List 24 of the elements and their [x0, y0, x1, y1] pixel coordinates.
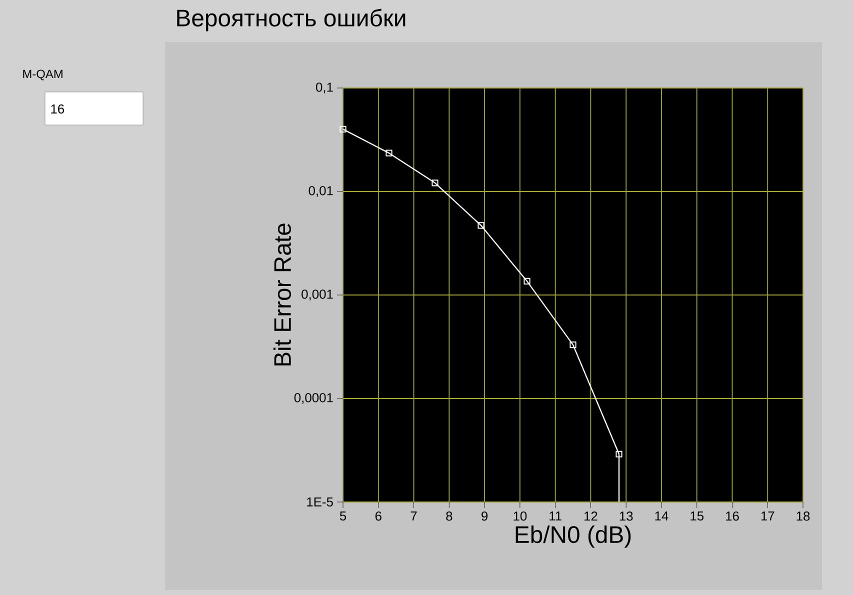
x-tick-label: 5 [340, 512, 346, 521]
y-tick-label: 0,0001 [294, 393, 333, 404]
y-tick-label: 1E-5 [307, 497, 333, 507]
y-axis-title: Bit Error Rate [273, 224, 292, 366]
x-tick-label: 13 [620, 512, 633, 521]
x-tick-label: 10 [514, 512, 527, 521]
x-tick-label: 18 [796, 512, 810, 521]
x-tick-label: 9 [482, 512, 488, 521]
x-tick-label: 6 [375, 512, 382, 521]
y-tick-label: 0,01 [308, 186, 333, 197]
x-tick-label: 12 [584, 512, 598, 521]
x-tick-label: 17 [761, 512, 774, 520]
x-axis-title: Eb/N0 (dB) [516, 526, 631, 548]
x-tick-label: 11 [550, 512, 562, 520]
x-tick-label: 15 [690, 512, 704, 521]
chart-title: Вероятность ошибки [177, 8, 406, 32]
x-tick-label: 7 [410, 512, 417, 520]
text: 16 [51, 104, 64, 114]
x-tick-label: 14 [655, 512, 668, 520]
x-tick-label: 8 [446, 512, 452, 521]
x-tick-label: 16 [726, 512, 739, 521]
text: M-QAM [23, 70, 62, 80]
y-tick-label: 0,001 [302, 290, 333, 300]
y-tick-label: 0,1 [316, 82, 333, 94]
